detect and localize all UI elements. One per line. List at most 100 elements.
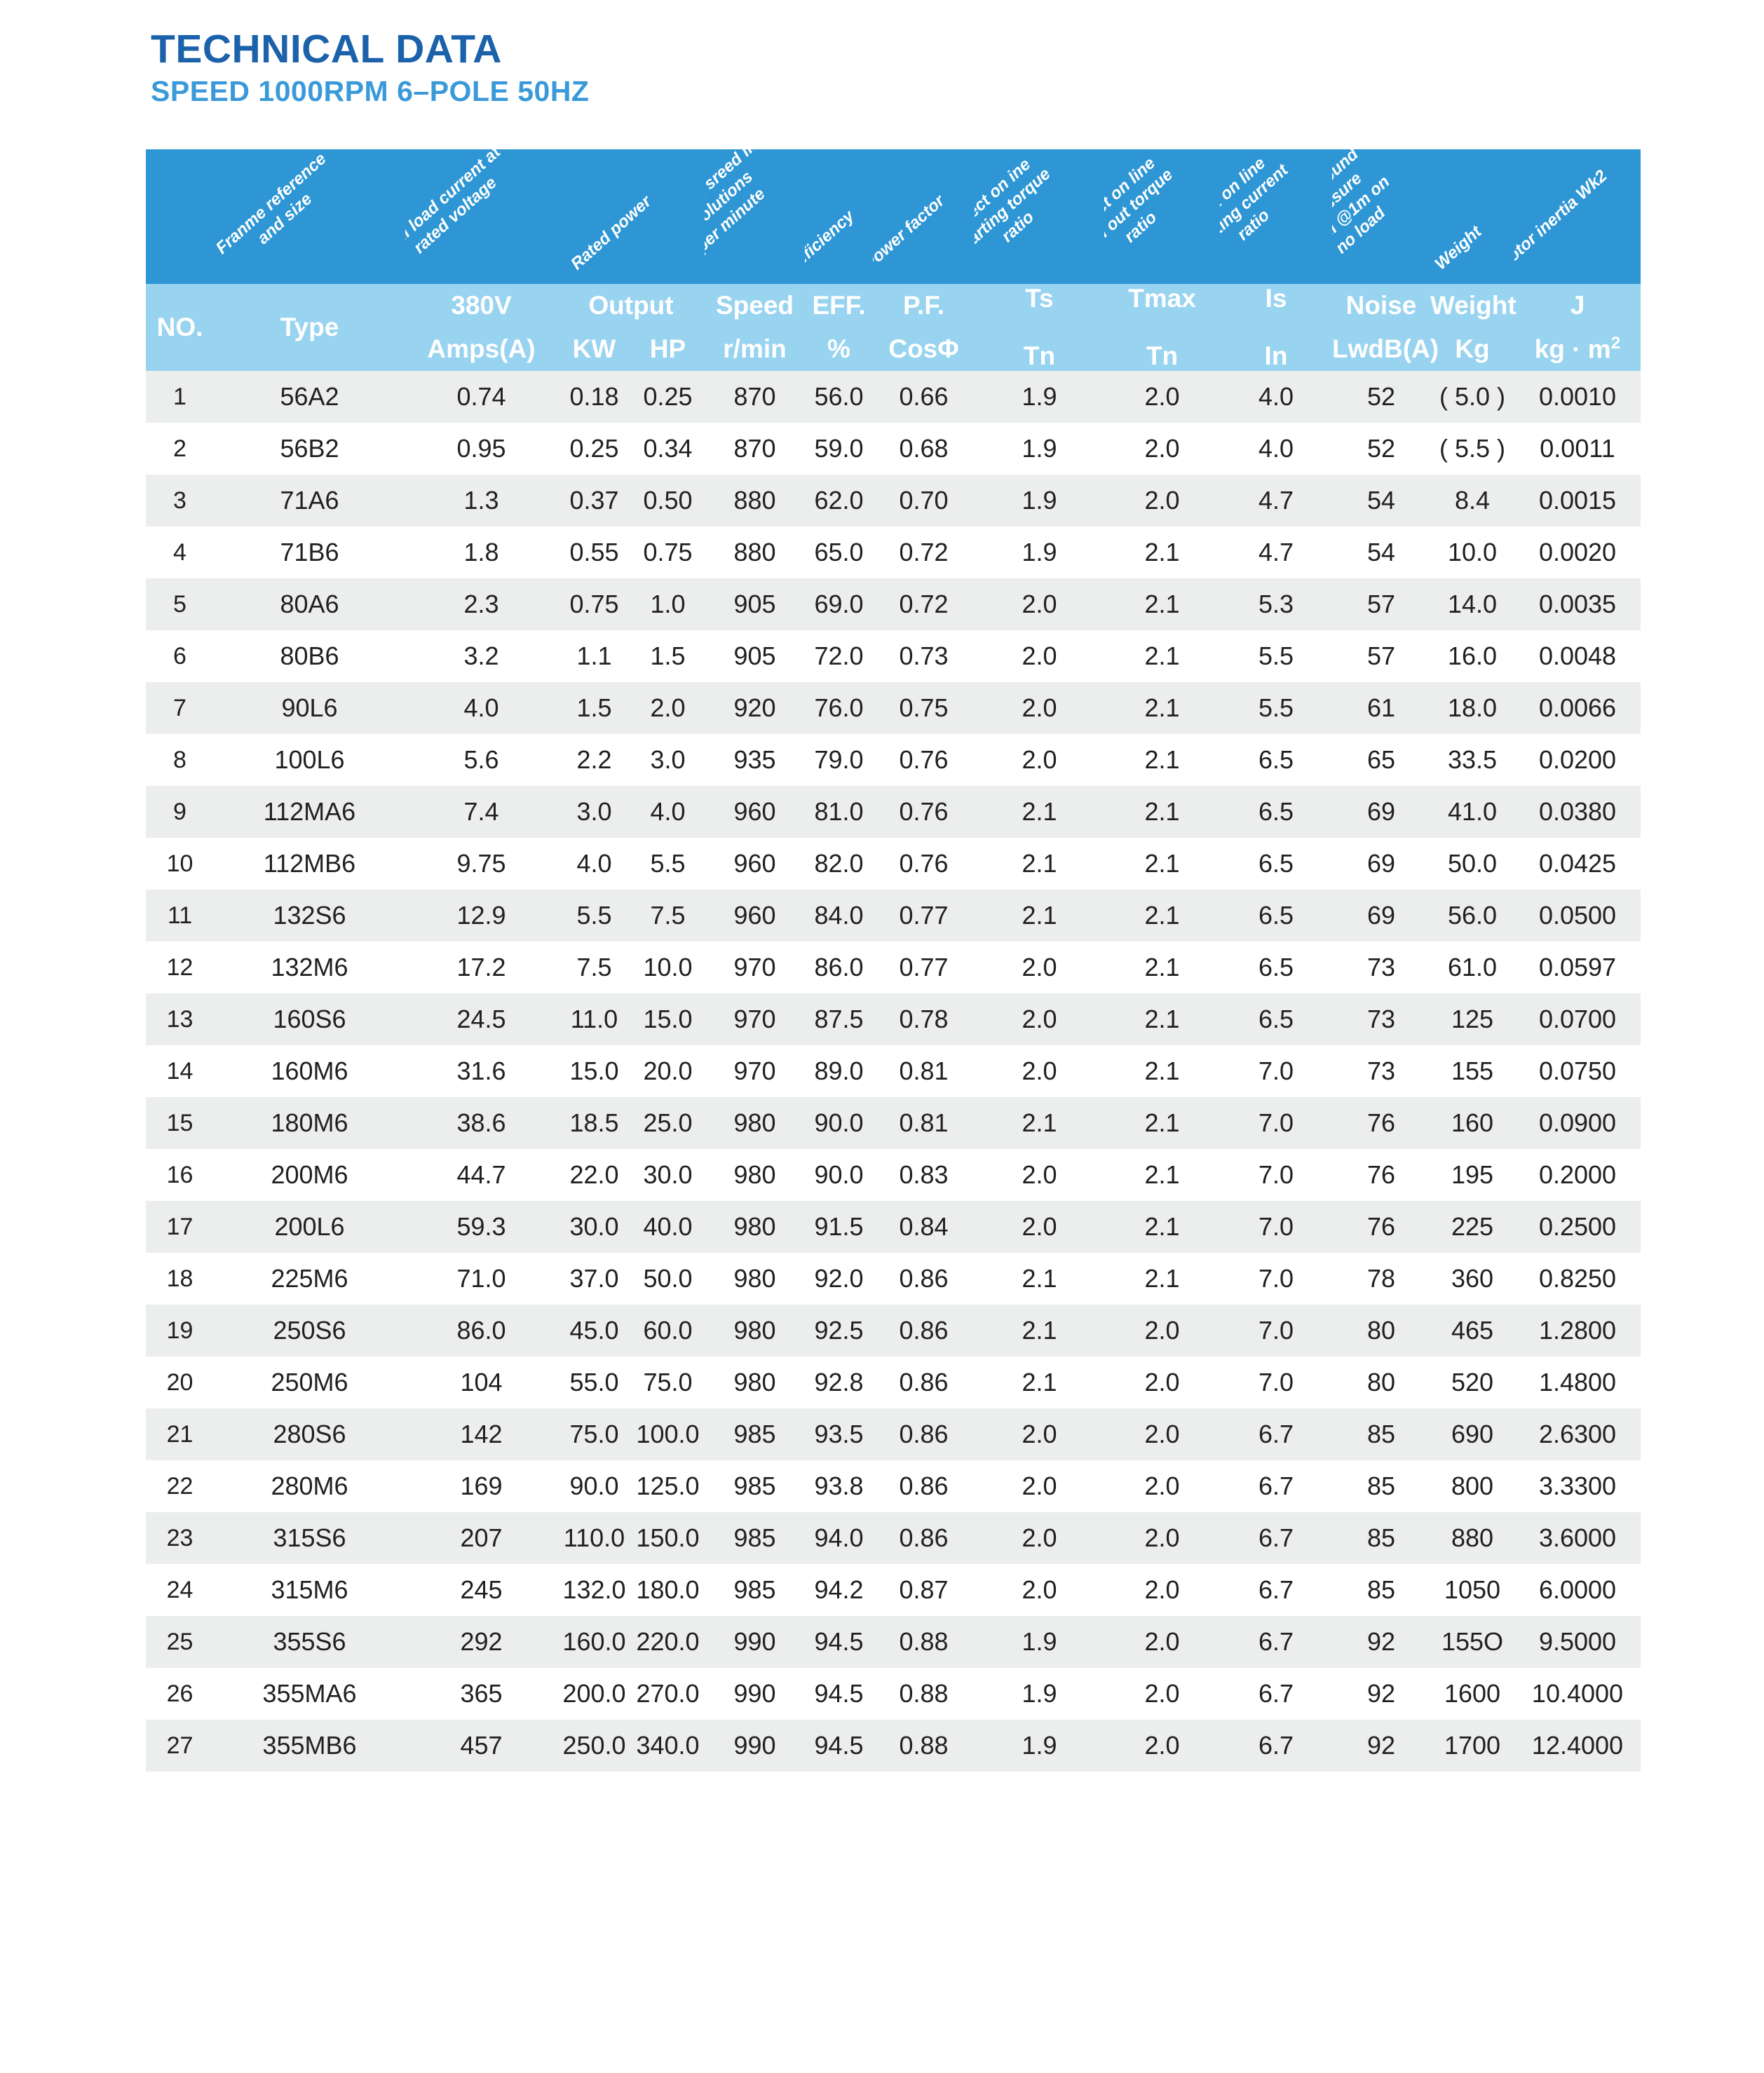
table-cell: 18.0 (1430, 682, 1514, 734)
rotated-header-cell-type: Franme reference and size (214, 149, 405, 284)
cell-no: 1 (146, 371, 214, 423)
cell-type: 315M6 (214, 1564, 405, 1616)
rotated-header-row: Franme reference and size Full load curre… (146, 149, 1641, 284)
table-cell: 3.2 (405, 630, 557, 682)
cell-type: 250M6 (214, 1357, 405, 1408)
table-cell: 1.8 (405, 526, 557, 578)
table-cell: 0.0015 (1514, 475, 1641, 526)
table-cell: 980 (705, 1305, 805, 1357)
table-cell: 980 (705, 1149, 805, 1201)
table-row: 13 160S6 24.5 11.0 15.0 970 87.5 0.78 2.0 2.1 6.5 7… (146, 993, 1641, 1045)
table-cell: 6.5 (1220, 993, 1332, 1045)
table-cell: 292 (405, 1616, 557, 1668)
table-cell: 1700 (1430, 1720, 1514, 1772)
table-cell: 9.5000 (1514, 1616, 1641, 1668)
table-cell: 195 (1430, 1149, 1514, 1201)
subheader-row-top: NO. Type 380V Output Speed EFF. P.F. Ts … (146, 284, 1641, 371)
table-cell: 2.0 (975, 1512, 1104, 1564)
table-cell: 132.0 (557, 1564, 631, 1616)
table-cell: 75.0 (631, 1357, 705, 1408)
table-cell: 0.75 (873, 682, 975, 734)
table-cell: 250.0 (557, 1720, 631, 1772)
rotated-label-efficiency: Efficiency (805, 206, 858, 274)
table-cell: 870 (705, 423, 805, 475)
table-cell: 92 (1332, 1616, 1430, 1668)
table-cell: 2.1 (975, 1253, 1104, 1305)
cell-no: 9 (146, 786, 214, 838)
table-cell: 25.0 (631, 1097, 705, 1149)
rotated-label-starting-current-ratio: Diect on line starting current ratio (1220, 154, 1292, 259)
table-cell: 56.0 (1430, 890, 1514, 942)
table-row: 11 132S6 12.9 5.5 7.5 960 84.0 0.77 2.1 2.1 6.5 69 5… (146, 890, 1641, 942)
cell-no: 10 (146, 838, 214, 890)
cell-no: 22 (146, 1460, 214, 1512)
table-cell: 2.1 (1104, 1253, 1220, 1305)
subheader-j: J (1514, 284, 1641, 327)
rotated-header-cell-rated-power: Rated power (557, 149, 705, 284)
table-cell: 155O (1430, 1616, 1514, 1668)
table-cell: 78 (1332, 1253, 1430, 1305)
table-cell: 94.5 (805, 1616, 873, 1668)
table-row: 19 250S6 86.0 45.0 60.0 980 92.5 0.86 2.1 2.0 7.0 8… (146, 1305, 1641, 1357)
table-cell: 905 (705, 578, 805, 630)
table-cell: 0.25 (631, 371, 705, 423)
table-cell: 92 (1332, 1668, 1430, 1720)
table-cell: 50.0 (1430, 838, 1514, 890)
table-cell: 935 (705, 734, 805, 786)
table-cell: 9.75 (405, 838, 557, 890)
cell-type: 160S6 (214, 993, 405, 1045)
table-cell: 0.84 (873, 1201, 975, 1253)
table-cell: 93.8 (805, 1460, 873, 1512)
table-cell: 7.0 (1220, 1045, 1332, 1097)
cell-type: 100L6 (214, 734, 405, 786)
table-cell: 0.76 (873, 734, 975, 786)
table-cell: 4.0 (631, 786, 705, 838)
table-cell: 0.76 (873, 838, 975, 890)
table-cell: 4.0 (1220, 423, 1332, 475)
subheader-tmax: Tmax (1128, 284, 1196, 313)
table-cell: 980 (705, 1201, 805, 1253)
table-cell: 520 (1430, 1357, 1514, 1408)
table-cell: 73 (1332, 1045, 1430, 1097)
table-cell: 1.9 (975, 1720, 1104, 1772)
cell-type: 80A6 (214, 578, 405, 630)
table-cell: 5.5 (1220, 682, 1332, 734)
table-cell: 0.18 (557, 371, 631, 423)
table-cell: 0.70 (873, 475, 975, 526)
cell-type: 112MA6 (214, 786, 405, 838)
table-cell: 33.5 (1430, 734, 1514, 786)
table-cell: 0.25 (557, 423, 631, 475)
table-cell: 31.6 (405, 1045, 557, 1097)
table-cell: 72.0 (805, 630, 873, 682)
cell-type: 180M6 (214, 1097, 405, 1149)
table-cell: 1.9 (975, 475, 1104, 526)
cell-type: 225M6 (214, 1253, 405, 1305)
table-cell: 0.88 (873, 1720, 975, 1772)
table-cell: 93.5 (805, 1408, 873, 1460)
table-cell: 76 (1332, 1097, 1430, 1149)
table-cell: 125.0 (631, 1460, 705, 1512)
table-cell: 54 (1332, 526, 1430, 578)
rotated-header-cell-current: Full load current at rated voltage (405, 149, 557, 284)
table-cell: 52 (1332, 371, 1430, 423)
table-cell: 2.1 (1104, 734, 1220, 786)
table-cell: 2.1 (1104, 1045, 1220, 1097)
subheader-ts-unit: Tn (1023, 341, 1056, 370)
subheader-weight-unit: Kg (1430, 327, 1514, 371)
table-cell: 0.50 (631, 475, 705, 526)
subheader-output-group: Output (557, 284, 705, 327)
table-cell: 8.4 (1430, 475, 1514, 526)
subheader-speed-unit: r/min (705, 327, 805, 371)
table-cell: 2.0 (1104, 1616, 1220, 1668)
subheader-amps: Amps(A) (405, 327, 557, 371)
table-cell: 5.6 (405, 734, 557, 786)
table-cell: 125 (1430, 993, 1514, 1045)
table-cell: 2.0 (975, 578, 1104, 630)
table-cell: 0.0035 (1514, 578, 1641, 630)
rotated-label-weight: Weight (1431, 222, 1486, 274)
table-cell: 75.0 (557, 1408, 631, 1460)
cell-type: 80B6 (214, 630, 405, 682)
table-cell: 2.1 (975, 1357, 1104, 1408)
table-cell: 59.0 (805, 423, 873, 475)
